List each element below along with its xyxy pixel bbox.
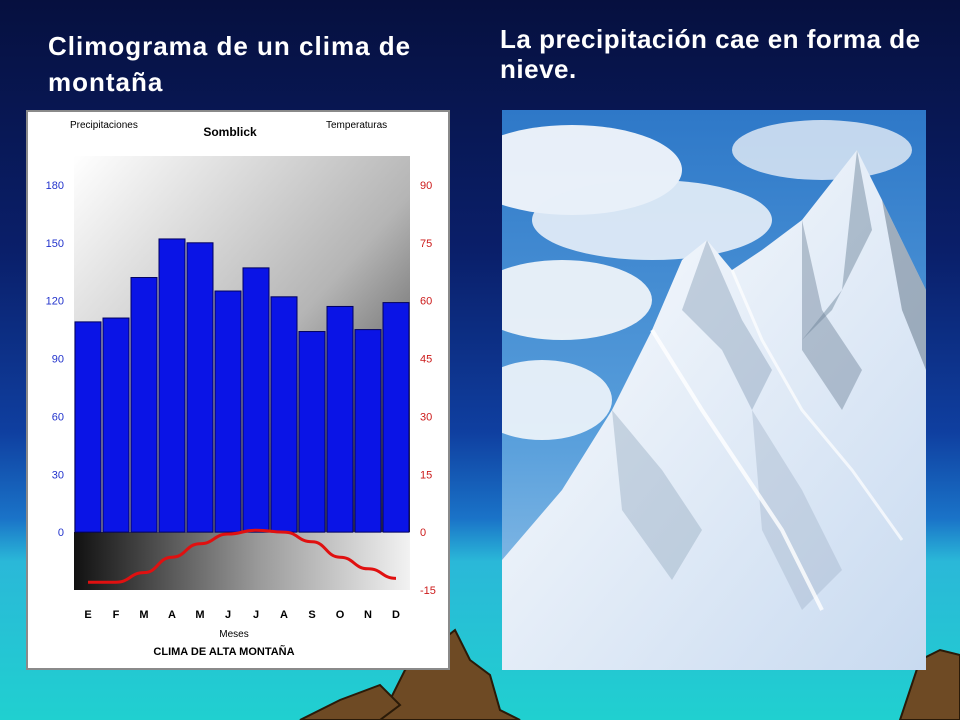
precipitation-bar — [270, 296, 298, 533]
right-axis-tick-label: 15 — [420, 469, 432, 481]
x-axis-tick-label: D — [392, 609, 400, 621]
right-axis-tick-label: 30 — [420, 411, 432, 423]
x-axis-tick-label: E — [84, 609, 91, 621]
right-axis-tick-label: -15 — [420, 585, 436, 597]
precipitation-bar — [326, 305, 354, 533]
right-axis-ticks: -15 0 15 30 45 60 75 90 — [420, 180, 436, 597]
precipitation-bar — [298, 331, 326, 533]
precipitation-bar — [102, 317, 130, 533]
right-axis-tick-label: 60 — [420, 296, 432, 308]
temperature-line — [88, 528, 397, 584]
climograph-panel: Precipitaciones Temperaturas Somblick 0 3… — [26, 110, 450, 670]
left-axis-tick-label: 180 — [46, 180, 64, 192]
right-axis-tick-label: 0 — [420, 527, 426, 539]
right-axis-tick-label: 75 — [420, 238, 432, 250]
plot-background-lower — [74, 532, 410, 590]
left-axis-ticks: 0 30 60 90 120 150 180 — [46, 180, 64, 539]
x-axis-tick-label: F — [113, 609, 120, 621]
left-axis-tick-label: 150 — [46, 238, 64, 250]
precipitation-bar — [354, 329, 382, 533]
left-axis-tick-label: 60 — [52, 411, 64, 423]
left-axis-tick-label: 90 — [52, 354, 64, 366]
x-axis-tick-label: A — [280, 609, 288, 621]
x-axis-tick-label: M — [139, 609, 148, 621]
plot-background-upper — [74, 156, 410, 532]
x-axis-tick-label: J — [225, 609, 231, 621]
slide-title-left: Climograma de un clima de montaña — [48, 31, 412, 97]
chart-caption: CLIMA DE ALTA MONTAÑA — [153, 645, 294, 658]
precipitation-bar — [382, 302, 410, 533]
precipitation-bar — [186, 242, 214, 533]
precipitation-bar — [242, 267, 270, 533]
precipitation-bars — [74, 238, 410, 533]
x-axis-title: Meses — [219, 629, 248, 640]
precipitation-bar — [130, 277, 158, 533]
mountain-ground-silhouette — [299, 628, 960, 720]
precipitation-bar — [158, 238, 186, 533]
climograph-chart: Precipitaciones Temperaturas Somblick 0 3… — [46, 120, 436, 658]
left-axis-tick-label: 30 — [52, 469, 64, 481]
x-axis-tick-label: O — [336, 609, 345, 621]
chart-title: Somblick — [203, 125, 257, 139]
x-axis-tick-label: A — [168, 609, 176, 621]
x-axis-tick-label: M — [195, 609, 204, 621]
x-axis-tick-label: J — [253, 609, 259, 621]
right-axis-tick-label: 45 — [420, 354, 432, 366]
x-axis-tick-label: S — [308, 609, 315, 621]
left-axis-title: Precipitaciones — [70, 120, 138, 131]
slide-title-right: La precipitación cae en forma de nieve. — [500, 24, 921, 84]
right-axis-title: Temperaturas — [326, 120, 387, 131]
left-axis-tick-label: 120 — [46, 296, 64, 308]
x-axis-tick-label: N — [364, 609, 372, 621]
snowy-mountain-photo — [502, 110, 926, 670]
precipitation-bar — [214, 290, 242, 533]
right-axis-tick-label: 90 — [420, 180, 432, 192]
left-axis-tick-label: 0 — [58, 527, 64, 539]
precipitation-bar — [74, 321, 102, 533]
